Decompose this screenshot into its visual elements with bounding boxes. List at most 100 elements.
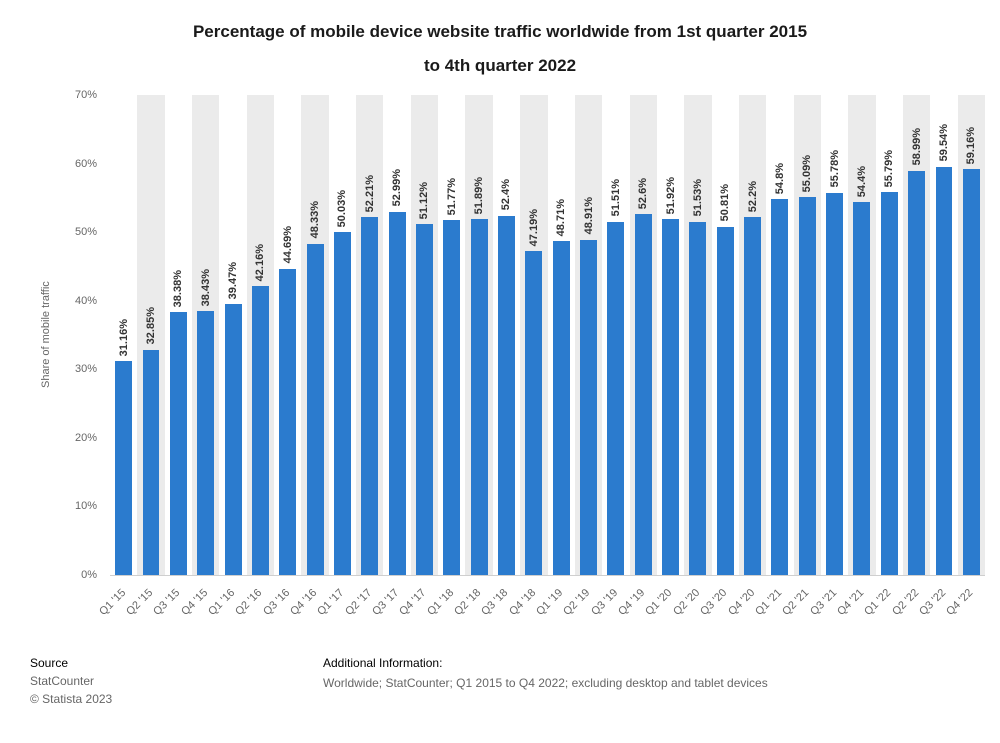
bar-column: 58.99% Q2 '22 [890,95,931,618]
bar-value-label: 48.71% [555,198,568,236]
y-axis-tick: 0% [81,569,97,581]
bar-value-label: 51.89% [473,176,486,215]
x-axis-label: Q2 '21 [780,586,812,618]
bar [142,349,160,575]
x-axis-label: Q1 '18 [424,586,457,618]
y-axis-tick: 20% [74,431,97,444]
bar-value-label: 42.16% [254,243,267,281]
bar-value-label: 32.85% [145,307,158,345]
bar-column: 38.43% Q4 '15 [179,95,220,618]
bar [470,219,488,575]
x-axis-label: Q2 '15 [124,586,156,618]
x-axis-label: Q4 '20 [725,586,757,618]
bar-value-label: 51.51% [609,179,622,217]
bar [169,311,187,575]
x-axis-label: Q1 '20 [643,586,675,618]
bar-column: 31.16% Q1 '15 [97,95,137,618]
bar-column: 38.38% Q3 '15 [151,95,192,618]
bar-column: 51.77% Q1 '18 [425,95,465,618]
x-axis-label: Q4 '21 [835,586,867,618]
bar [689,221,707,575]
bar [908,170,926,575]
bar-value-label: 51.92% [664,176,677,214]
bar [251,285,269,575]
bar-column: 42.16% Q2 '16 [233,95,275,618]
x-axis-label: Q3 '18 [479,586,511,618]
bar [744,217,762,575]
bar-value-label: 55.79% [883,150,896,188]
bar [935,166,953,575]
x-axis-label: Q1 '19 [534,586,566,618]
bar-column: 52.6% Q4 '19 [616,95,657,618]
bar-value-label: 54.8% [773,163,786,195]
y-axis-tick: 60% [74,157,97,170]
bar-value-label: 52.4% [500,179,513,211]
bar-value-label: 50.81% [719,184,732,222]
x-axis-label: Q4 '19 [616,586,648,618]
x-axis-label: Q3 '19 [588,586,621,618]
bar-value-label: 48.91% [582,197,595,235]
bar [333,231,351,575]
additional-info-label: Additional Information: [323,656,443,670]
bar-column: 47.19% Q4 '18 [507,95,548,618]
bar-column: 51.51% Q3 '19 [589,95,629,618]
x-axis-label: Q3 '17 [370,586,402,618]
x-axis-label: Q3 '21 [807,586,839,618]
bar-column: 51.12% Q4 '17 [398,95,439,618]
bar-column: 59.54% Q3 '22 [917,95,957,618]
bar [962,169,980,575]
bar-value-label: 52.99% [391,169,404,207]
bar [306,243,324,575]
bar-value-label: 59.16% [965,127,978,165]
plot-area: 31.16% Q1 '15 32.85% Q2 '15 38.38% Q3 '15 38.4… [97,95,985,618]
additional-info-text: Worldwide; StatCounter; Q1 2015 to Q4 20… [323,676,768,690]
y-axis-tick: 70% [74,89,97,101]
source-block: Source StatCounter © Statista 2023 [30,656,112,710]
bar-column: 55.78% Q3 '21 [808,95,848,618]
bar-value-label: 50.03% [336,189,349,227]
bar-value-label: 55.78% [828,150,841,188]
bar [443,220,461,575]
bar-value-label: 52.2% [746,180,759,213]
y-axis-tick: 50% [74,226,97,239]
bar-value-label: 39.47% [227,262,240,300]
bar [115,361,133,575]
bar-column: 59.16% Q4 '22 [944,95,985,618]
bar [415,224,433,575]
bar [552,241,570,575]
bar-column: 50.03% Q1 '17 [315,95,356,618]
x-axis-label: Q4 '22 [944,586,976,618]
additional-info-block: Additional Information: Worldwide; StatC… [323,656,768,690]
x-axis-label: Q2 '20 [670,586,703,618]
bar [607,221,625,575]
bar-value-label: 38.38% [172,269,185,307]
y-axis: 0% 10% 20% 30% 40% 50% 60% 70% [55,89,103,581]
y-axis-tick: 10% [74,500,97,513]
x-axis-label: Q2 '16 [233,586,265,618]
bar-column: 51.53% Q2 '20 [671,95,712,618]
bar-value-label: 51.77% [445,177,458,216]
source-label: Source [30,656,69,670]
bar-column: 50.81% Q3 '20 [698,95,739,618]
bar-value-label: 31.16% [117,319,130,357]
bar-value-label: 59.54% [937,124,950,162]
bar-column: 54.4% Q4 '21 [835,95,876,618]
x-axis-label: Q2 '17 [342,586,375,618]
bar [826,192,844,575]
x-axis-label: Q3 '15 [151,586,183,618]
bar-column: 48.91% Q2 '19 [562,95,603,618]
bar-value-label: 54.4% [855,165,868,197]
copyright: © Statista 2023 [30,692,113,706]
x-axis-label: Q3 '22 [917,586,949,618]
bar [525,251,543,575]
bar [224,304,242,575]
chart-title-line1: Percentage of mobile device website traf… [192,22,808,41]
bar [716,226,734,575]
bar-value-label: 48.33% [309,201,322,239]
bar-value-label: 52.6% [637,178,650,210]
bar-value-label: 38.43% [199,269,212,307]
bar-value-label: 55.09% [801,154,814,193]
x-axis-label: Q1 '17 [315,586,347,618]
x-axis-label: Q4 '15 [178,586,210,618]
